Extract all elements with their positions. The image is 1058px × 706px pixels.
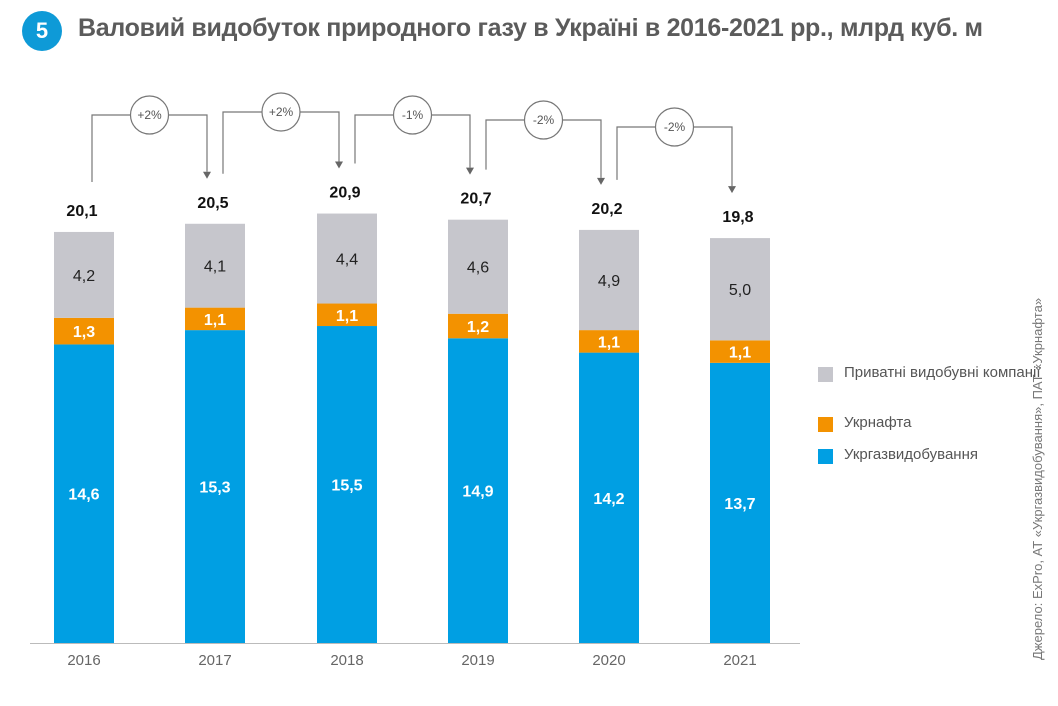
bar-segment: [448, 338, 508, 643]
bar-segment: [54, 231, 114, 318]
legend-swatch: [818, 417, 833, 432]
x-tick-label: 2018: [330, 652, 363, 669]
bar-segment: [710, 238, 770, 341]
arrow-head-icon: [203, 171, 211, 179]
change-circle: [654, 107, 695, 147]
bar-segment: [710, 362, 770, 643]
total-label: 20,9: [329, 185, 360, 202]
bar-segment: [448, 219, 508, 314]
arrow-head-icon: [335, 161, 343, 169]
legend-swatch: [818, 449, 833, 464]
data-label: 15,3: [199, 480, 230, 497]
data-label: 13,7: [724, 496, 755, 513]
legend-swatch: [818, 367, 833, 382]
total-label: 19,8: [722, 209, 753, 226]
bar-segment: [54, 344, 114, 643]
bar-segment: [54, 317, 114, 345]
data-label: 14,2: [593, 491, 624, 508]
bar-segment: [317, 213, 377, 304]
change-circle: [523, 100, 564, 140]
x-tick-label: 2019: [461, 652, 494, 669]
bar-segment: [579, 352, 639, 643]
data-label: 4,9: [598, 273, 620, 290]
x-tick-label: 2017: [198, 652, 231, 669]
change-label: +2%: [137, 108, 162, 122]
figure-number-badge: 5: [22, 11, 62, 51]
total-label: 20,2: [591, 201, 622, 218]
data-label: 4,6: [467, 260, 489, 277]
bar-segment: [317, 303, 377, 327]
legend-label: Укрнафта: [844, 414, 912, 431]
total-label: 20,5: [197, 195, 228, 212]
x-tick-label: 2016: [67, 652, 100, 669]
bar-segment: [185, 330, 245, 643]
change-label: -1%: [402, 108, 424, 122]
data-label: 14,9: [462, 484, 493, 501]
change-circle: [261, 92, 301, 132]
data-label: 5,0: [729, 282, 751, 299]
data-label: 15,5: [331, 478, 362, 495]
data-label: 1,1: [204, 312, 226, 329]
change-label: -2%: [533, 113, 555, 127]
bar-segment: [185, 307, 245, 331]
bar-segment: [710, 340, 770, 363]
change-label: -2%: [664, 120, 686, 134]
change-label: +2%: [269, 105, 294, 119]
data-label: 4,2: [73, 268, 95, 285]
arrow-head-icon: [466, 167, 474, 175]
data-label: 1,1: [336, 308, 358, 325]
legend-label: Укргазвидобування: [844, 446, 978, 463]
data-label: 1,1: [598, 334, 620, 351]
change-circle: [392, 95, 433, 135]
bar-segment: [448, 313, 508, 339]
data-label: 1,3: [73, 324, 95, 341]
arrow-head-icon: [728, 186, 736, 194]
chart-title: Валовий видобуток природного газу в Укра…: [78, 14, 983, 42]
x-tick-label: 2020: [592, 652, 625, 669]
data-label: 4,1: [204, 259, 226, 276]
total-label: 20,1: [66, 203, 97, 220]
data-label: 1,1: [729, 345, 751, 362]
change-circle: [129, 95, 170, 135]
x-tick-label: 2021: [723, 652, 756, 669]
source-note: Джерело: ExPro, АТ «Укргазвидобування», …: [1030, 297, 1045, 660]
arrow-head-icon: [597, 177, 605, 185]
bar-segment: [579, 330, 639, 353]
bar-segment: [317, 326, 377, 643]
total-label: 20,7: [460, 191, 491, 208]
data-label: 14,6: [68, 487, 99, 504]
data-label: 4,4: [336, 252, 358, 269]
bar-segment: [579, 229, 639, 331]
data-label: 1,2: [467, 319, 489, 336]
bar-segment: [185, 223, 245, 308]
legend-label: Приватні видобувні компанії: [844, 364, 1041, 381]
